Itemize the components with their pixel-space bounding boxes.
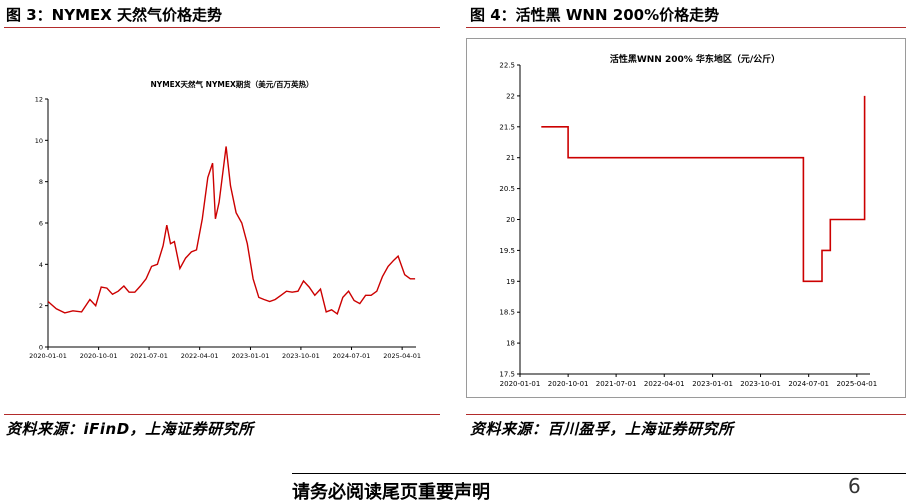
y-tick-label: 6 <box>39 220 43 228</box>
figure-3-source: 资料来源：iFinD，上海证券研究所 <box>6 420 254 438</box>
y-tick-label: 21.5 <box>499 123 515 131</box>
ng-price-chart: NYMEX天然气 NYMEX期货（美元/百万英热） 0 2 4 6 8 10 12 2020… <box>29 79 421 360</box>
x-tick-label: 2020-01-01 <box>29 352 67 360</box>
left-title-rule <box>4 27 440 28</box>
y-tick-label: 18.5 <box>499 309 515 317</box>
y-tick-label: 8 <box>39 178 43 186</box>
x-tick-label: 2023-01-01 <box>692 380 733 388</box>
y-ticks: 17.5 18 18.5 19 19.5 20 20.5 21 21.5 22 22.5 <box>499 62 520 379</box>
x-tick-label: 2024-07-01 <box>788 380 829 388</box>
page-number: 6 <box>848 474 861 498</box>
x-tick-label: 2023-01-01 <box>232 352 270 360</box>
x-tick-label: 2022-04-01 <box>644 380 685 388</box>
footer-disclaimer: 请务必阅读尾页重要声明 <box>292 482 490 503</box>
x-tick-label: 2021-07-01 <box>130 352 168 360</box>
series-line <box>47 146 416 316</box>
x-tick-label: 2022-04-01 <box>181 352 219 360</box>
chart-border <box>466 38 906 398</box>
y-tick-label: 17.5 <box>499 371 515 379</box>
chart-title: 活性黑WNN 200% 华东地区（元/公斤） <box>610 53 780 65</box>
y-tick-label: 19.5 <box>499 247 515 255</box>
y-tick-label: 19 <box>506 278 515 286</box>
y-tick-label: 0 <box>39 344 43 352</box>
y-ticks: 0 2 4 6 8 10 12 <box>35 96 48 352</box>
figure-4-source: 资料来源：百川盈孚，上海证券研究所 <box>470 420 734 438</box>
y-tick-label: 2 <box>39 302 43 310</box>
wnn-price-chart: 活性黑WNN 200% 华东地区（元/公斤） 17.5 18 18.5 19 19.5 2… <box>466 38 906 398</box>
series-line <box>541 95 866 283</box>
x-tick-label: 2025-04-01 <box>836 380 877 388</box>
x-tick-label: 2025-04-01 <box>383 352 421 360</box>
right-source-rule <box>466 414 906 415</box>
x-tick-label: 2020-10-01 <box>548 380 589 388</box>
right-title-rule <box>466 27 906 28</box>
figure-3-title: 图 3：NYMEX 天然气价格走势 <box>6 6 223 24</box>
x-ticks: 2020-01-01 2020-10-01 2021-07-01 2022-04-01… <box>29 347 421 360</box>
x-ticks: 2020-01-01 2020-10-01 2021-07-01 2022-04-01… <box>500 374 877 388</box>
chart-title: NYMEX天然气 NYMEX期货（美元/百万英热） <box>150 79 313 89</box>
y-tick-label: 22 <box>506 92 515 100</box>
x-tick-label: 2024-07-01 <box>333 352 371 360</box>
y-tick-label: 10 <box>35 137 43 145</box>
y-tick-label: 12 <box>35 96 43 104</box>
y-tick-label: 20.5 <box>499 185 515 193</box>
x-tick-label: 2020-10-01 <box>80 352 118 360</box>
footer-rule <box>292 473 906 474</box>
y-tick-label: 21 <box>506 154 515 162</box>
x-tick-label: 2020-01-01 <box>500 380 541 388</box>
x-tick-label: 2023-10-01 <box>282 352 320 360</box>
y-tick-label: 4 <box>39 261 43 269</box>
x-tick-label: 2021-07-01 <box>596 380 637 388</box>
y-tick-label: 20 <box>506 216 515 224</box>
x-tick-label: 2023-10-01 <box>740 380 781 388</box>
figure-4-title: 图 4：活性黑 WNN 200%价格走势 <box>470 6 720 24</box>
left-source-rule <box>4 414 440 415</box>
y-tick-label: 22.5 <box>499 62 515 70</box>
y-tick-label: 18 <box>506 340 515 348</box>
